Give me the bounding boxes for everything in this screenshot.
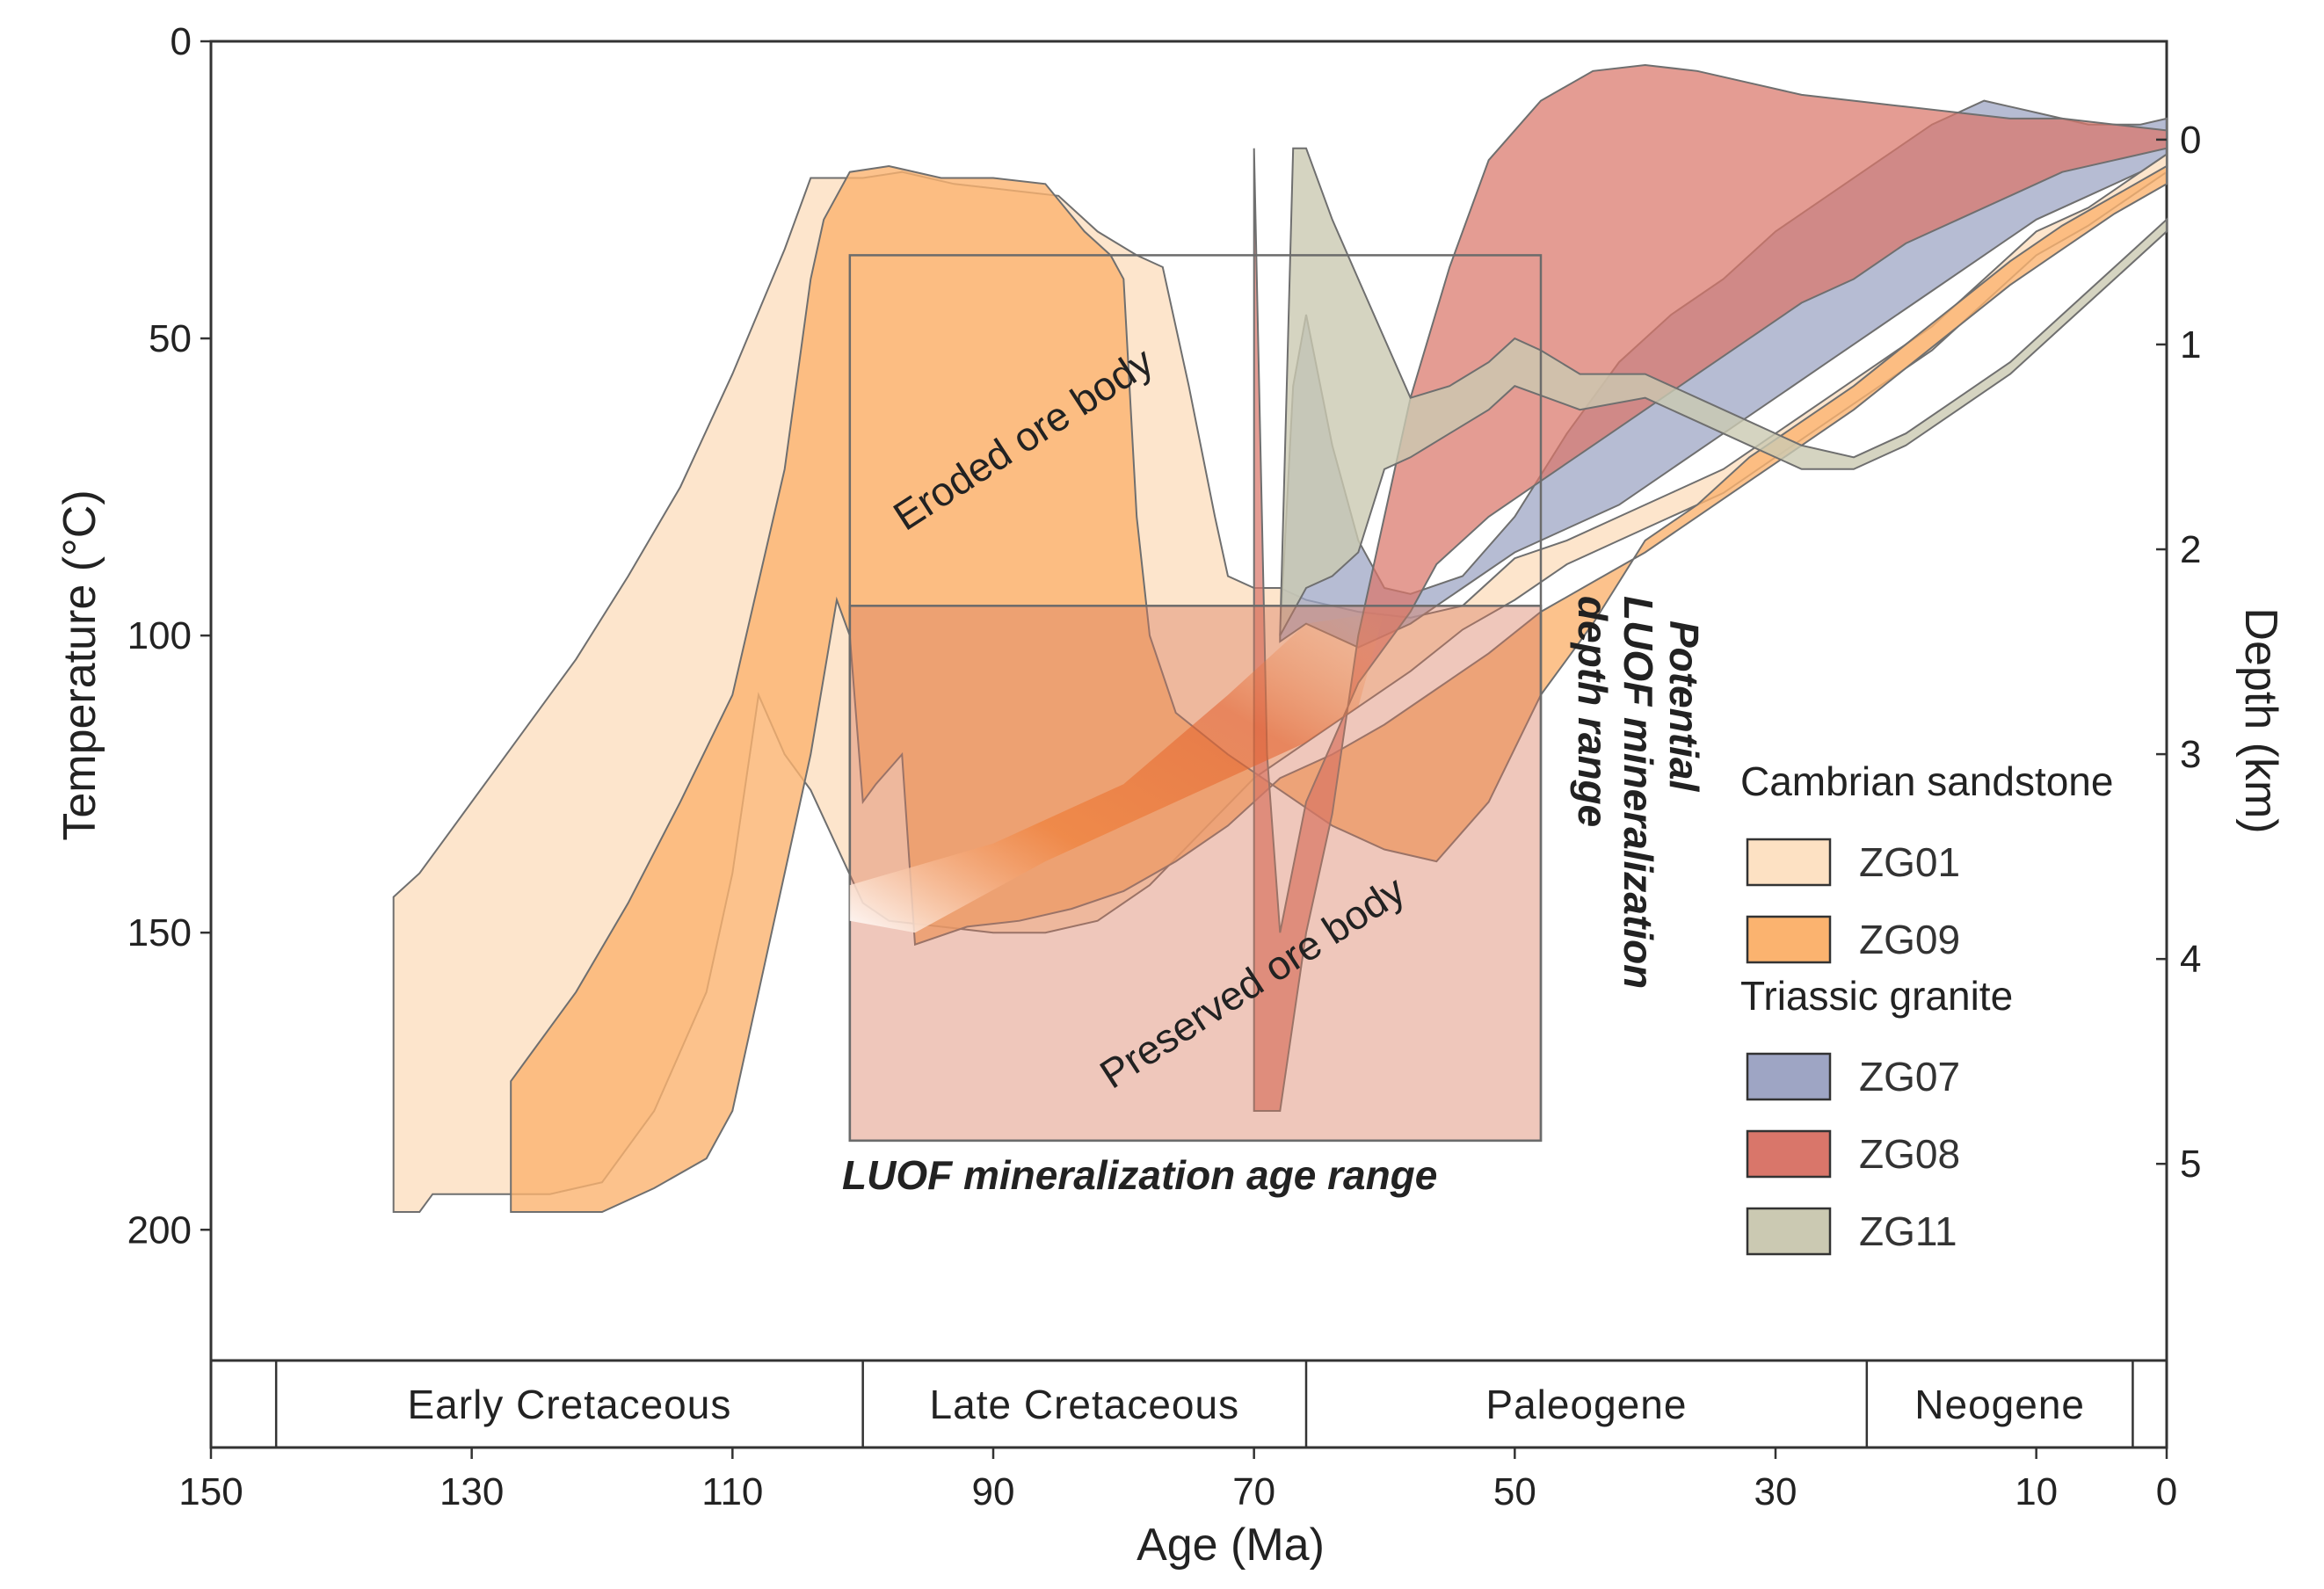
y2-tick-label: 4 — [2180, 938, 2201, 981]
legend-entry-label: ZG07 — [1859, 1054, 1960, 1099]
depth-range-line-3: depth range — [1570, 596, 1616, 827]
x-tick-label: 150 — [178, 1470, 243, 1513]
period-label: Neogene — [1914, 1382, 2085, 1427]
x-tick-label: 130 — [439, 1470, 504, 1513]
legend: Cambrian sandstone ZG01 ZG09 Triassic grani… — [1740, 758, 2113, 1256]
legend-swatch-zg08 — [1746, 1129, 1832, 1179]
period-label: Early Cretaceous — [408, 1382, 732, 1427]
hot-zone-gradient — [849, 612, 1384, 933]
series-zg09 — [510, 164, 2168, 1213]
legend-entry-label: ZG09 — [1859, 917, 1960, 962]
depth-range-label: Potential LUOF mineralization depth rang… — [1570, 596, 1707, 989]
y2-axis-title: Depth (km) — [2235, 607, 2286, 833]
period-label: Paleogene — [1485, 1382, 1687, 1427]
y2-tick-label: 3 — [2180, 733, 2201, 776]
geologic-period-bar: Early Cretaceous Late Cretaceous Paleogene… — [209, 1359, 2168, 1449]
y2-tick-label: 0 — [2180, 119, 2201, 162]
series-zg07 — [1279, 99, 2168, 649]
age-range-label: LUOF mineralization age range — [842, 1152, 1437, 1198]
legend-swatch-zg07 — [1746, 1052, 1832, 1101]
legend-swatch-zg09 — [1746, 915, 1832, 964]
legend-entry-label: ZG01 — [1859, 839, 1960, 885]
legend-group-title: Cambrian sandstone — [1740, 758, 2113, 804]
eroded-ore-body-box — [848, 254, 1543, 1143]
x-tick-label: 0 — [2156, 1470, 2177, 1513]
y-tick-label: 0 — [171, 20, 192, 63]
y2-tick-label: 1 — [2180, 323, 2201, 366]
y-axis-left: 0 50 100 150 200 — [127, 20, 211, 1252]
x-axis-title: Age (Ma) — [1137, 1520, 1325, 1571]
depth-range-line-2: LUOF mineralization — [1616, 596, 1661, 989]
y-axis-title: Temperature (°C) — [54, 490, 105, 840]
y2-tick-label: 2 — [2180, 528, 2201, 571]
legend-entry-label: ZG08 — [1859, 1131, 1960, 1177]
series-zg11 — [1279, 147, 2168, 636]
y-axis-right: 0 1 2 3 4 5 — [2156, 119, 2201, 1186]
legend-swatch-zg01 — [1746, 838, 1832, 887]
y2-tick-label: 5 — [2180, 1143, 2201, 1186]
x-tick-label: 110 — [701, 1470, 763, 1513]
x-tick-label: 90 — [972, 1470, 1015, 1513]
series-zg08 — [1253, 63, 2168, 1112]
y-tick-label: 200 — [127, 1208, 192, 1252]
depth-range-line-1: Potential — [1661, 620, 1707, 792]
x-axis: 150 130 110 90 70 50 30 10 0 — [178, 1448, 2177, 1513]
y-tick-label: 50 — [149, 317, 192, 360]
legend-entry-label: ZG11 — [1859, 1208, 1957, 1254]
legend-group-title: Triassic granite — [1740, 973, 2013, 1019]
y-tick-label: 100 — [127, 614, 192, 657]
y-tick-label: 150 — [127, 911, 192, 954]
x-tick-label: 70 — [1232, 1470, 1275, 1513]
x-tick-label: 10 — [2015, 1470, 2058, 1513]
period-label: Late Cretaceous — [930, 1382, 1240, 1427]
legend-swatch-zg11 — [1746, 1207, 1832, 1256]
x-tick-label: 50 — [1493, 1470, 1536, 1513]
x-tick-label: 30 — [1754, 1470, 1797, 1513]
